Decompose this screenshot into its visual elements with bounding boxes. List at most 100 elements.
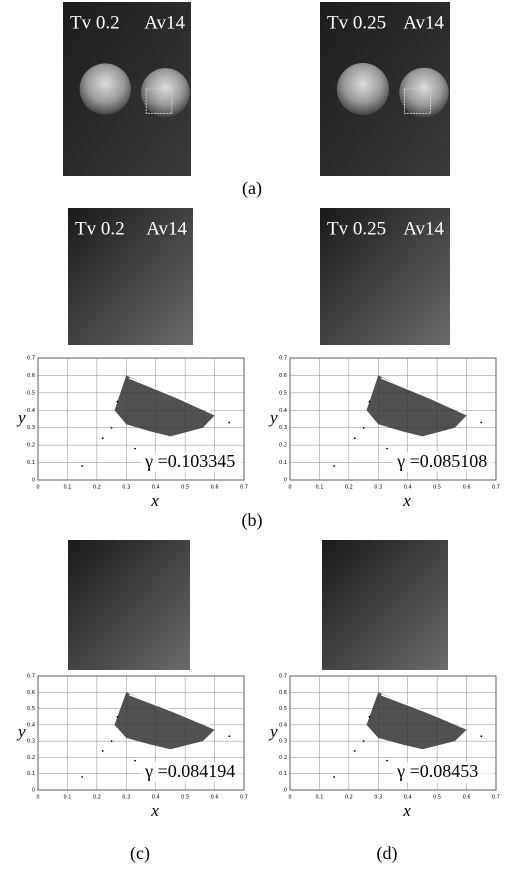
- roi-box: [404, 88, 431, 114]
- caption: (b): [242, 510, 263, 531]
- y-tick-label: 0.5: [27, 390, 35, 396]
- locus-line: [128, 694, 215, 729]
- x-tick-label: 0.3: [122, 795, 130, 801]
- y-tick-label: 0.6: [279, 373, 287, 379]
- x-tick-label: 0.3: [122, 485, 130, 491]
- photo: [68, 208, 193, 345]
- outlier-dot: [134, 759, 137, 762]
- x-axis-label: x: [150, 491, 159, 510]
- outlier-dot: [386, 759, 389, 762]
- x-axis-label: x: [150, 801, 159, 820]
- x-tick-label: 0.2: [93, 795, 101, 801]
- y-tick-label: 0.3: [279, 739, 287, 745]
- gamma-bg: [393, 762, 494, 782]
- outlier-dot: [116, 400, 119, 403]
- outlier-dot: [368, 400, 371, 403]
- y-tick-label: 0.5: [279, 706, 287, 712]
- outlier-dot: [110, 740, 113, 743]
- y-tick-label: 0.6: [27, 690, 35, 696]
- x-tick-label: 0.3: [374, 485, 382, 491]
- gamma-value: γ =0.103345: [144, 451, 235, 471]
- outlier-dot: [116, 715, 119, 718]
- x-tick-label: 0: [288, 485, 291, 491]
- y-tick-label: 0.1: [279, 771, 287, 777]
- exposure-label: Tv 0.25: [327, 218, 386, 239]
- y-tick-label: 0.1: [27, 771, 35, 777]
- photo: [322, 540, 448, 670]
- y-tick-label: 0: [284, 478, 287, 484]
- outlier-dot: [480, 735, 483, 738]
- chromaticity-cloud: [366, 692, 467, 750]
- x-tick-label: 0.4: [404, 795, 412, 801]
- outlier-dot: [81, 465, 84, 467]
- outlier-dot: [228, 421, 231, 424]
- y-tick-label: 0.4: [27, 722, 35, 728]
- locus-line: [380, 694, 467, 729]
- outlier-dot: [134, 447, 137, 450]
- y-tick-label: 0.2: [27, 443, 35, 449]
- x-tick-label: 0.2: [93, 485, 101, 491]
- locus-line: [380, 377, 467, 414]
- locus-line: [128, 377, 215, 414]
- outlier-dot: [353, 437, 356, 440]
- y-tick-label: 0.3: [27, 739, 35, 745]
- aperture-label: Av14: [146, 218, 187, 239]
- outlier-dot: [101, 750, 104, 752]
- gamma-bg: [141, 452, 242, 472]
- y-tick-label: 0.3: [27, 425, 35, 431]
- x-tick-label: 0.2: [345, 795, 353, 801]
- roi-box: [145, 88, 173, 114]
- x-tick-label: 0.7: [492, 795, 500, 801]
- x-tick-label: 0.5: [181, 485, 189, 491]
- y-tick-label: 0.6: [279, 690, 287, 696]
- y-tick-label: 0.2: [27, 755, 35, 761]
- x-tick-label: 0.7: [492, 485, 500, 491]
- outlier-dot: [353, 750, 356, 752]
- exposure-label: Tv 0.2: [70, 12, 120, 33]
- y-tick-label: 0.6: [27, 373, 35, 379]
- x-tick-label: 0.7: [240, 795, 248, 801]
- y-axis-label: y: [16, 408, 26, 427]
- y-tick-label: 0: [32, 478, 35, 484]
- sphere: [141, 68, 190, 117]
- x-axis-label: x: [402, 801, 411, 820]
- x-tick-label: 0.5: [433, 795, 441, 801]
- sphere: [399, 67, 449, 118]
- outlier-dot: [228, 735, 231, 738]
- y-tick-label: 0.2: [279, 755, 287, 761]
- photo: [320, 208, 450, 345]
- y-tick-label: 0.4: [279, 722, 287, 728]
- y-tick-label: 0.4: [27, 408, 35, 414]
- sphere: [79, 63, 131, 115]
- outlier-dot: [480, 421, 483, 424]
- x-tick-label: 0.1: [315, 795, 323, 801]
- caption: (c): [130, 843, 150, 864]
- outlier-dot: [386, 447, 389, 450]
- outlier-dot: [81, 776, 84, 778]
- x-axis-label: x: [402, 491, 411, 510]
- outlier-dot: [101, 437, 104, 440]
- x-tick-label: 0.1: [63, 485, 71, 491]
- y-tick-label: 0.5: [27, 706, 35, 712]
- aperture-label: Av14: [403, 12, 444, 33]
- y-tick-label: 0.7: [279, 356, 287, 362]
- y-tick-label: 0: [32, 788, 35, 794]
- outlier-dot: [110, 426, 113, 429]
- outlier-dot: [362, 426, 365, 429]
- y-tick-label: 0.2: [279, 443, 287, 449]
- y-tick-label: 0.1: [279, 460, 287, 466]
- y-tick-label: 0.1: [27, 460, 35, 466]
- x-tick-label: 0.6: [211, 485, 219, 491]
- photo: [68, 540, 190, 670]
- gamma-value: γ =0.08453: [396, 761, 478, 781]
- x-tick-label: 0.7: [240, 485, 248, 491]
- x-tick-label: 0.6: [463, 795, 471, 801]
- outlier-dot: [368, 715, 371, 718]
- x-tick-label: 0: [36, 795, 39, 801]
- outlier-dot: [362, 740, 365, 743]
- y-tick-label: 0.3: [279, 425, 287, 431]
- y-tick-label: 0: [284, 788, 287, 794]
- y-tick-label: 0.5: [279, 390, 287, 396]
- gamma-bg: [141, 762, 242, 782]
